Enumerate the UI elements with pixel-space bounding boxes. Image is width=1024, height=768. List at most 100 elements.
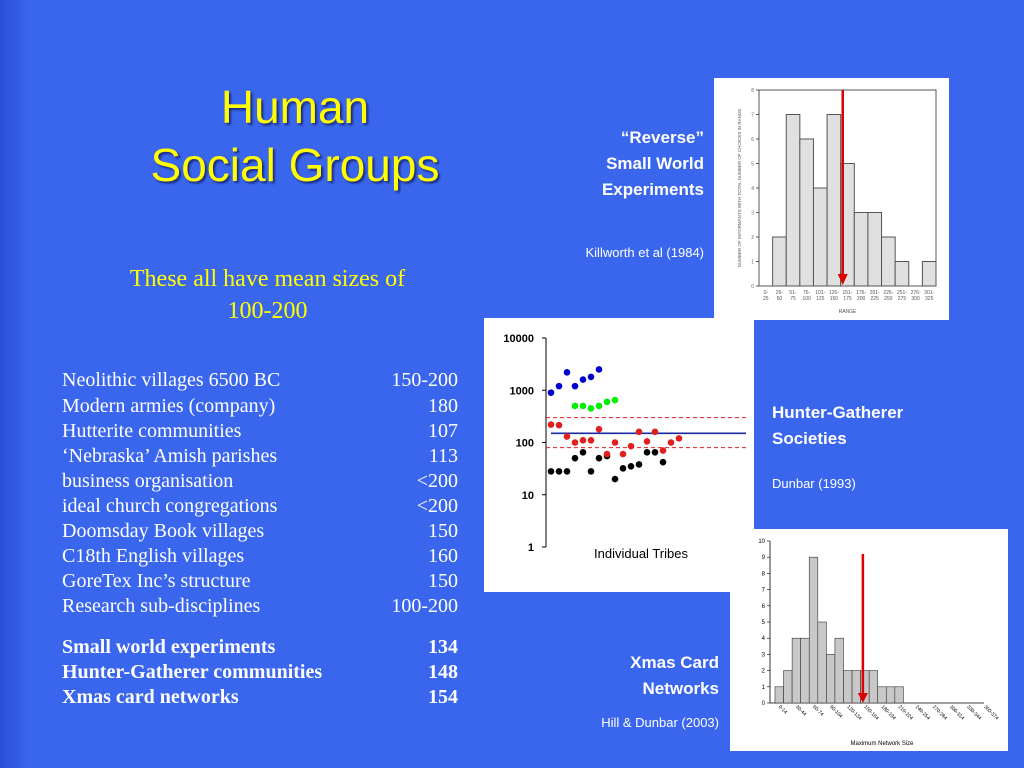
- group-size: 150: [428, 520, 458, 542]
- x-tick-label: 150: [830, 296, 839, 302]
- data-point: [635, 428, 643, 436]
- data-point: [555, 382, 563, 390]
- slide-left-bar: [0, 0, 30, 768]
- x-axis-label: Individual Tribes: [594, 546, 688, 561]
- data-point: [571, 454, 579, 462]
- x-tick-label: 275: [898, 296, 907, 302]
- hunter-gatherer-scatter: 1 10 100 1000 10000 Individual Tribes: [503, 333, 746, 561]
- list-item: C18th English villages 160: [62, 544, 462, 569]
- histogram-bar: [772, 236, 787, 287]
- label-line: Hunter-Gatherer: [772, 403, 904, 422]
- data-point: [547, 421, 555, 428]
- data-point: [547, 389, 555, 396]
- label-line: “Reverse”: [620, 128, 704, 147]
- y-tick-label: 0: [751, 284, 754, 290]
- histogram-bar: [826, 654, 836, 704]
- x-tick-label: 30-44: [794, 704, 807, 717]
- histogram-bar: [867, 212, 883, 287]
- reverse-small-world-histogram: 0 1 2 3 4 5 6 7 8 0-25 26-50 51-75 76-100 101-125 126-…: [737, 88, 937, 315]
- label-line: Experiments: [601, 180, 704, 199]
- data-point: [563, 468, 571, 475]
- data-point: [595, 454, 603, 462]
- group-name: Research sub-disciplines: [62, 595, 261, 617]
- reverse-small-world-label: “Reverse” Small World Experiments: [602, 125, 704, 203]
- group-name: Small world experiments: [62, 636, 276, 658]
- y-tick-label: 7: [762, 588, 766, 594]
- reverse-small-world-chart-panel: 0 1 2 3 4 5 6 7 8 0- 25 26- 50 51- 75 76- 100 101- 125 126-…: [714, 78, 949, 320]
- histogram-bar: [881, 236, 896, 287]
- y-tick-label: 2: [751, 235, 754, 241]
- data-point: [579, 448, 587, 456]
- data-point: [587, 405, 595, 412]
- x-tick-label: 360-374: [982, 704, 999, 721]
- histogram-bar: [826, 114, 842, 287]
- x-tick-label: 100: [802, 296, 811, 302]
- label-line: Small World: [606, 154, 704, 173]
- data-point: [627, 463, 635, 470]
- slide-title-line1: Human: [220, 81, 370, 133]
- x-tick-label: 330-344: [965, 704, 982, 721]
- subtitle-line1: These all have mean sizes of: [129, 266, 406, 292]
- x-tick-label: 0-: [764, 290, 769, 296]
- group-size: <200: [416, 495, 458, 517]
- y-tick-label: 3: [751, 211, 754, 217]
- data-point: [587, 468, 595, 475]
- x-tick-label: 201-: [870, 290, 880, 296]
- group-name: Neolithic villages 6500 BC: [62, 369, 281, 391]
- highlight-list-item: Small world experiments 134: [62, 635, 462, 660]
- x-tick-label: 300: [911, 296, 920, 302]
- data-point: [611, 439, 619, 446]
- x-tick-label: 26-: [776, 290, 784, 296]
- xmas-card-chart-panel: 0 1 2 3 4 5 6 7 8 9 10 0-14 30-44 60-74 90-104 120-134 1…: [730, 529, 1008, 751]
- y-tick-label: 3: [762, 652, 766, 658]
- data-point: [643, 448, 651, 456]
- group-size: <200: [416, 470, 458, 492]
- y-tick-label: 6: [751, 137, 754, 143]
- x-tick-label: 75: [790, 296, 796, 302]
- x-tick-label: 25: [763, 296, 769, 302]
- histogram-bar: [783, 670, 793, 704]
- group-name: Doomsday Book villages: [62, 520, 265, 542]
- y-tick-label: 4: [751, 186, 754, 192]
- data-point: [571, 439, 579, 446]
- slide-title: Human Social Groups: [95, 78, 495, 194]
- data-point: [603, 398, 611, 406]
- data-point: [563, 433, 571, 440]
- histogram-bar: [853, 212, 869, 287]
- y-tick-label: 0: [762, 701, 766, 707]
- hunter-gatherer-label: Hunter-Gatherer Societies: [772, 400, 903, 452]
- data-point: [579, 437, 587, 444]
- data-point: [619, 450, 627, 458]
- histogram-bar: [894, 261, 910, 287]
- histogram-bar: [894, 686, 904, 704]
- group-size: 154: [428, 686, 458, 708]
- histogram-bar: [817, 621, 827, 704]
- list-item: GoreTex Inc’s structure 150: [62, 569, 462, 594]
- data-point: [635, 461, 643, 468]
- data-point: [571, 402, 579, 410]
- x-axis-label: Maximum Network Size: [850, 741, 914, 747]
- histogram-bar: [834, 637, 844, 704]
- x-tick-label: 251-: [897, 290, 907, 296]
- group-name: Hutterite communities: [62, 420, 242, 442]
- x-tick-label: 60-74: [811, 704, 824, 717]
- y-tick-label: 1: [751, 260, 754, 266]
- data-point: [611, 475, 619, 483]
- y-tick-label: 5: [762, 620, 766, 626]
- data-point: [587, 373, 595, 381]
- data-point: [651, 448, 659, 456]
- data-point: [595, 425, 603, 433]
- x-tick-label: 90-104: [828, 704, 843, 719]
- group-name: business organisation: [62, 470, 234, 492]
- mean-arrow-head: [857, 693, 868, 703]
- group-name: GoreTex Inc’s structure: [62, 570, 251, 592]
- highlight-list-item: Xmas card networks 154: [62, 685, 462, 710]
- group-size: 160: [428, 545, 458, 567]
- mean-arrow-head: [837, 274, 848, 285]
- x-tick-label: 226-: [883, 290, 893, 296]
- x-tick-label: 225: [871, 296, 880, 302]
- x-tick-label: 150-164: [862, 704, 879, 721]
- group-size: 150-200: [391, 369, 458, 391]
- x-tick-label: 175: [843, 296, 852, 302]
- x-tick-label: 250: [884, 296, 893, 302]
